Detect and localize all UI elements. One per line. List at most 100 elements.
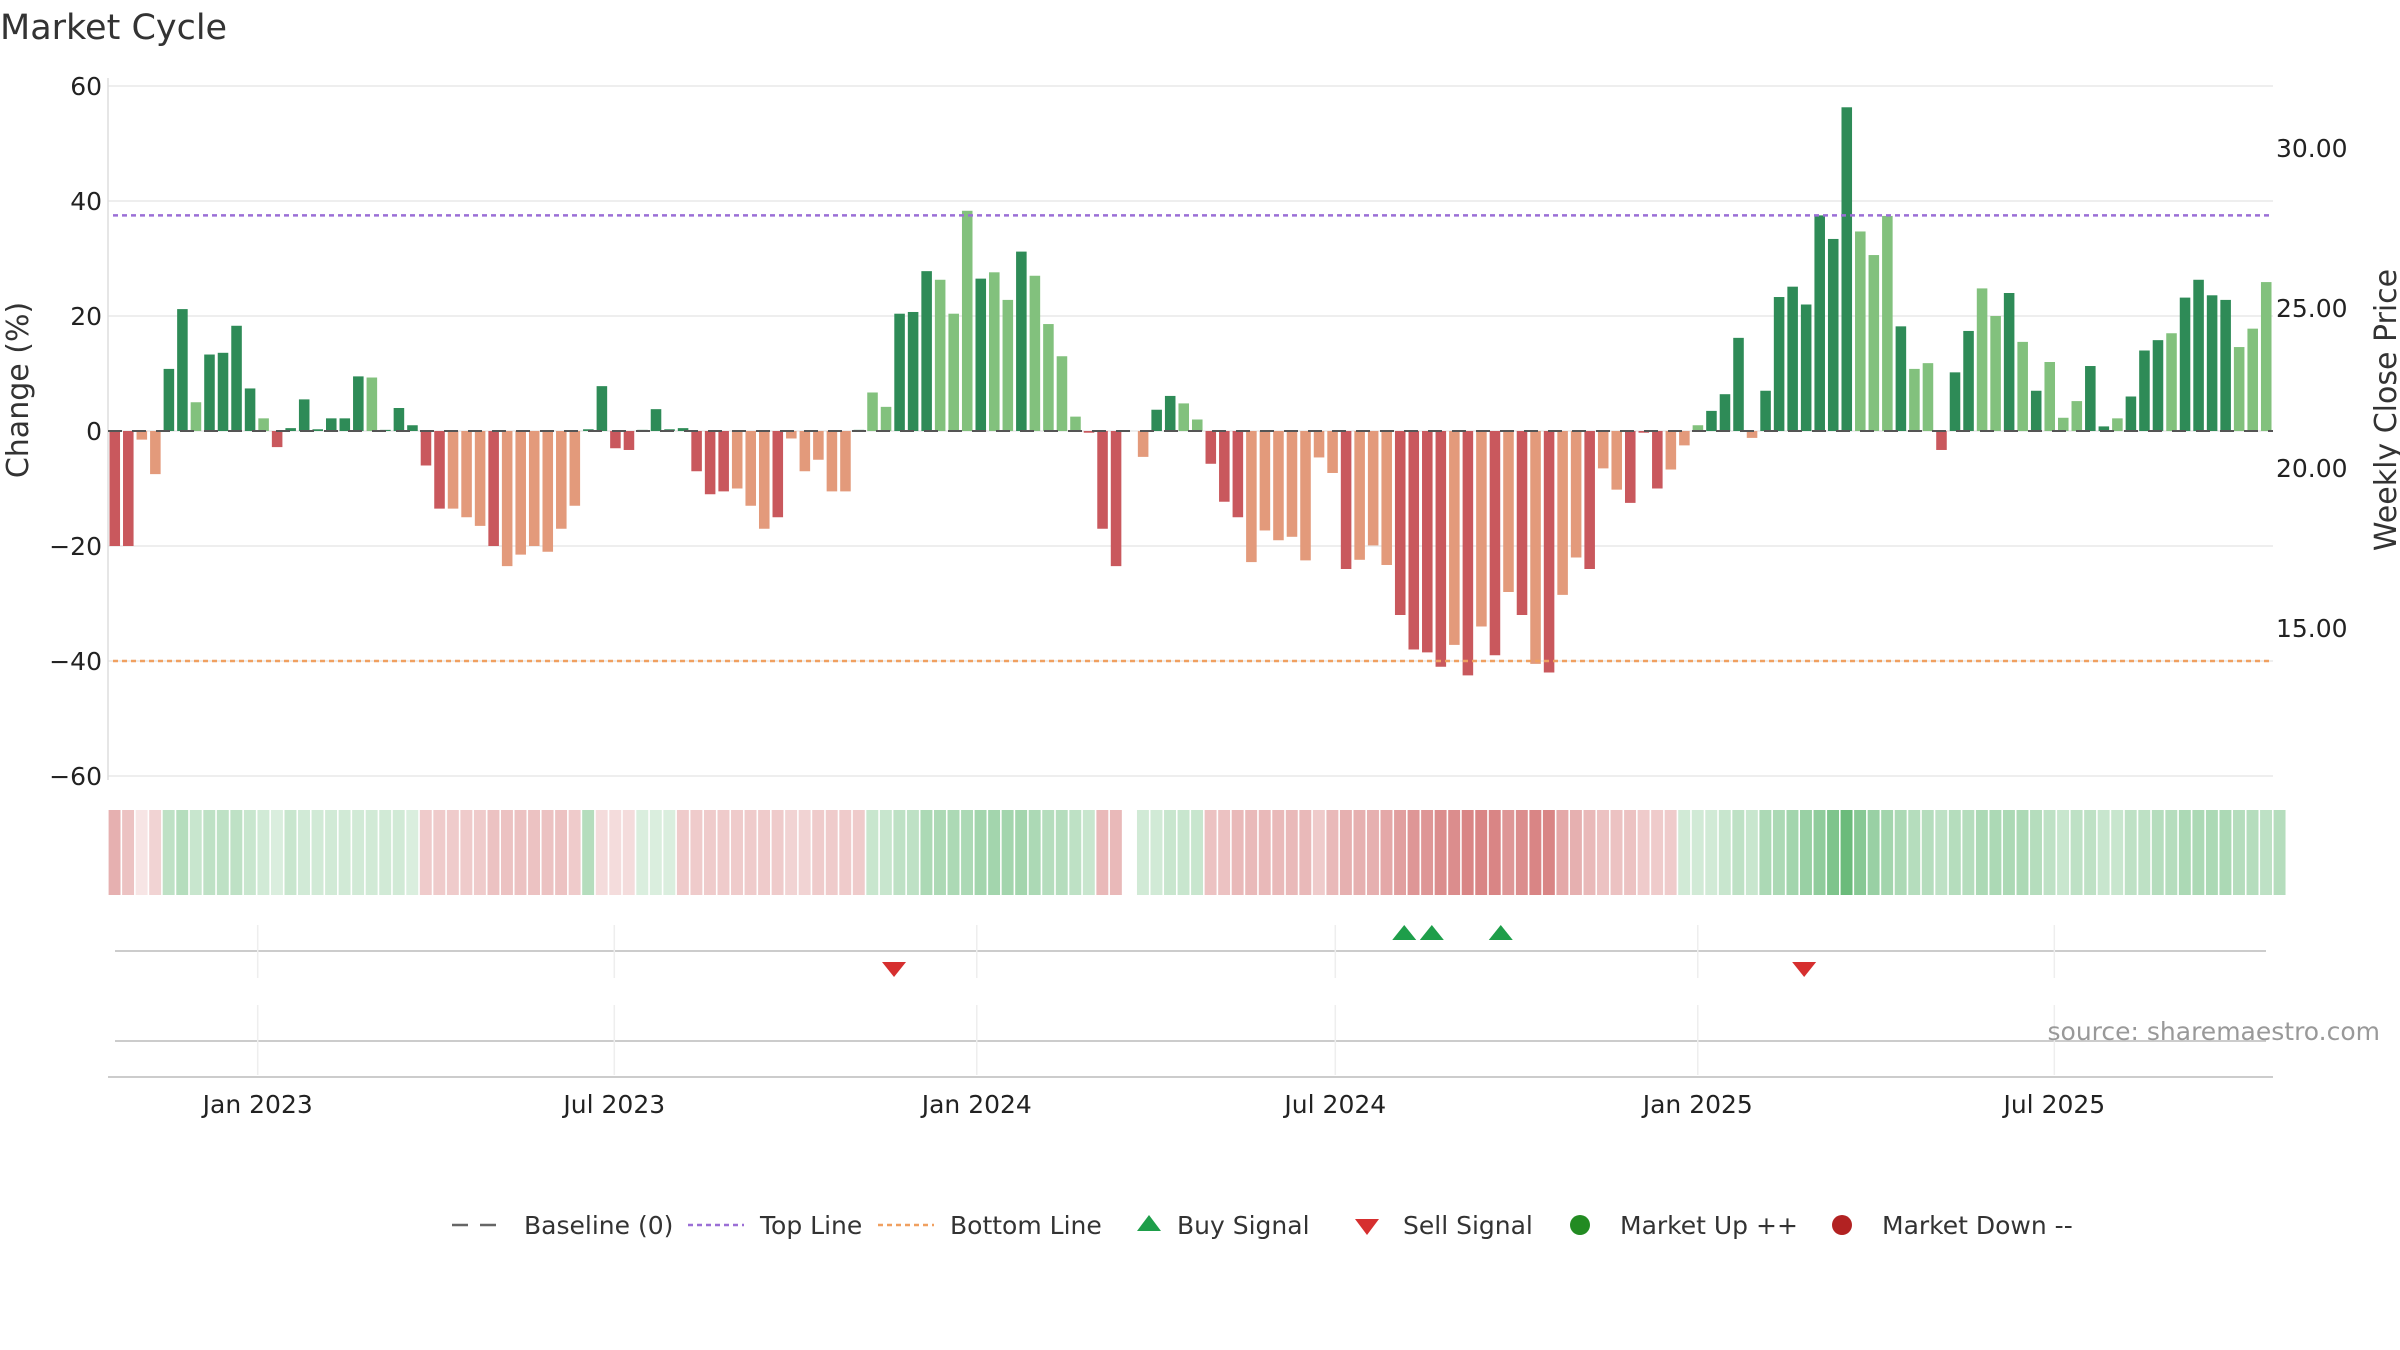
heat-cell — [1691, 810, 1704, 895]
heat-cell — [2043, 810, 2056, 895]
heat-cell — [2233, 810, 2245, 895]
heat-cell — [690, 810, 703, 895]
change-bar — [1570, 431, 1582, 558]
change-bar — [488, 431, 499, 546]
right-tick-label: 15.00 — [2276, 614, 2348, 643]
change-bar — [1990, 316, 2001, 431]
change-bar — [1489, 431, 1501, 656]
heat-cell — [2219, 810, 2232, 895]
heat-cell — [1827, 810, 1839, 895]
change-bar — [1733, 337, 1744, 431]
heat-cell — [2151, 810, 2164, 895]
change-bar — [650, 409, 662, 431]
change-bar — [1543, 431, 1555, 673]
heat-cell — [1285, 810, 1298, 895]
legend-label: Sell Signal — [1403, 1211, 1533, 1240]
change-bar — [718, 431, 729, 492]
heat-cell — [2084, 810, 2097, 895]
heat-cell — [1772, 810, 1785, 895]
heat-cell — [1448, 810, 1461, 895]
change-bar — [2017, 341, 2028, 432]
change-bar — [1679, 431, 1690, 446]
change-bar — [2139, 350, 2150, 431]
heat-cell — [216, 810, 229, 895]
heat-cell — [1786, 810, 1799, 895]
heat-cell — [1867, 810, 1880, 895]
heat-cell — [879, 810, 892, 895]
change-bar — [109, 431, 121, 546]
heat-cell — [1921, 810, 1934, 895]
change-bar — [1164, 395, 1176, 431]
right-axis-ticks: 30.00 25.00 20.00 15.00 — [2276, 134, 2348, 643]
heat-cell — [473, 810, 486, 895]
heat-cell — [1461, 810, 1474, 895]
change-bar — [1638, 431, 1650, 433]
heat-cell — [785, 810, 798, 895]
change-bar — [298, 399, 310, 432]
heat-cell — [352, 810, 365, 895]
change-bar — [1232, 431, 1244, 518]
change-bar — [1746, 431, 1758, 438]
change-bar — [1435, 431, 1447, 667]
change-bar — [1652, 431, 1663, 489]
heat-cell — [2030, 810, 2042, 895]
change-bar — [1827, 238, 1839, 431]
change-bar — [2166, 333, 2177, 431]
change-bar — [745, 431, 757, 506]
change-bar — [2030, 390, 2042, 431]
market-panel — [115, 1005, 2266, 1075]
change-bar — [1043, 324, 1054, 431]
change-bar — [1922, 363, 1934, 431]
change-bar — [1449, 431, 1460, 645]
heat-cell — [731, 810, 743, 895]
change-bar — [217, 352, 229, 431]
change-bar — [1313, 431, 1325, 458]
heat-cell — [1651, 810, 1664, 895]
change-bar — [2125, 396, 2137, 431]
change-bar — [1056, 356, 1068, 431]
change-bar — [1868, 255, 1880, 431]
x-tick-label: Jul 2024 — [1282, 1090, 1386, 1119]
change-bar — [1367, 431, 1379, 546]
change-bar — [948, 313, 959, 431]
heat-cell — [609, 810, 622, 895]
change-bar — [1246, 431, 1257, 563]
heat-cell — [1001, 810, 1014, 895]
legend-label: Buy Signal — [1177, 1211, 1310, 1240]
change-bar — [1354, 431, 1365, 560]
change-bar — [840, 431, 851, 492]
heat-cell — [122, 810, 135, 895]
heat-cell — [906, 810, 919, 895]
heat-cell — [1150, 810, 1163, 895]
heat-cell — [866, 810, 879, 895]
change-bar — [1300, 431, 1311, 561]
change-bar — [961, 210, 973, 431]
heat-cell — [1272, 810, 1285, 895]
heat-cell — [2097, 810, 2110, 895]
heat-cell — [528, 810, 540, 895]
heat-cell — [487, 810, 500, 895]
change-bar — [1259, 431, 1271, 531]
heat-cell — [1475, 810, 1488, 895]
heat-cell — [1515, 810, 1528, 895]
legend-item: Bottom Line — [878, 1211, 1102, 1240]
heat-cell — [2178, 810, 2191, 895]
heat-cell — [203, 810, 216, 895]
left-tick-label: 20 — [70, 302, 102, 331]
change-bar — [1110, 431, 1122, 567]
heat-cell — [1678, 810, 1691, 895]
sell-signal-marker — [882, 962, 907, 977]
heat-cell — [298, 810, 310, 895]
heat-cell — [1204, 810, 1217, 895]
legend-buy-swatch — [1137, 1215, 1161, 1231]
heat-cell — [406, 810, 419, 895]
heat-cell — [1339, 810, 1352, 895]
heat-cell — [582, 810, 595, 895]
change-bar — [677, 428, 689, 432]
heat-cell — [1055, 810, 1068, 895]
right-tick-label: 25.00 — [2276, 294, 2348, 323]
heat-cell — [1096, 810, 1109, 895]
change-bar — [2071, 401, 2083, 431]
x-tick-label: Jul 2023 — [561, 1090, 665, 1119]
